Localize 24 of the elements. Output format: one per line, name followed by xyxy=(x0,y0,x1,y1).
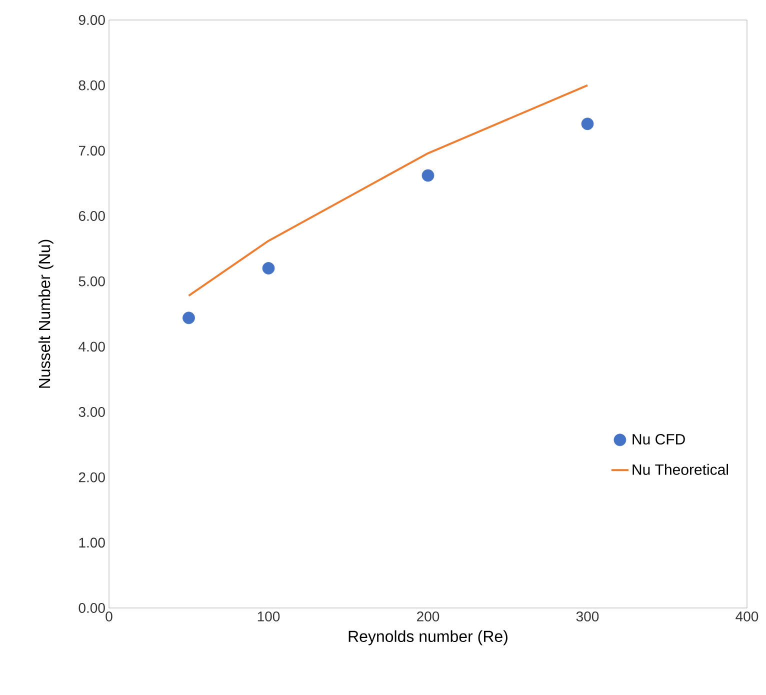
y-axis-title: Nusselt Number (Nu) xyxy=(38,240,54,388)
y-tick-label: 2.00 xyxy=(78,472,105,482)
y-tick-label: 3.00 xyxy=(78,407,105,417)
y-tick-label: 5.00 xyxy=(78,276,105,286)
y-tick-label: 7.00 xyxy=(78,146,105,156)
x-tick-label: 0 xyxy=(106,612,112,622)
x-tick-label: 100 xyxy=(258,612,280,622)
y-tick-label: 1.00 xyxy=(79,538,105,548)
x-axis-title: Reynolds number (Re) xyxy=(348,630,508,646)
y-tick-label: 0.00 xyxy=(78,603,105,613)
line-series xyxy=(188,84,588,297)
x-tick-label: 200 xyxy=(417,612,440,622)
point xyxy=(182,312,195,324)
x-tick-label: 400 xyxy=(736,612,758,622)
x-tick-label: 300 xyxy=(576,612,599,622)
y-tick-label: 4.00 xyxy=(78,342,105,352)
legend-label: Nu Theoretical xyxy=(632,464,728,475)
y-tick-label: 8.00 xyxy=(78,80,105,90)
point xyxy=(422,169,434,182)
legend-label: Nu CFD xyxy=(632,434,685,445)
point xyxy=(262,262,275,274)
y-tick-label: 9.00 xyxy=(78,15,105,25)
y-tick-label: 6.00 xyxy=(78,211,105,221)
point xyxy=(581,118,594,130)
